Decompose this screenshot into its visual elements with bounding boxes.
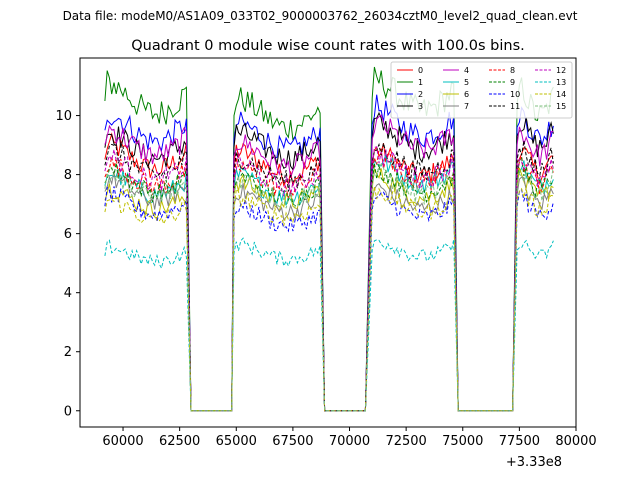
legend-label-13: 13 bbox=[556, 78, 566, 87]
x-tick-label: 77500 bbox=[499, 434, 540, 449]
y-tick-label: 6 bbox=[64, 227, 72, 242]
legend-label-2: 2 bbox=[418, 90, 423, 99]
x-tick-label: 67500 bbox=[272, 434, 313, 449]
x-tick-label: 70000 bbox=[329, 434, 370, 449]
legend-label-5: 5 bbox=[464, 78, 469, 87]
x-offset-label: +3.33e8 bbox=[506, 455, 562, 470]
y-tick-label: 4 bbox=[64, 286, 72, 301]
legend-label-4: 4 bbox=[464, 66, 469, 75]
x-tick-label: 60000 bbox=[102, 434, 143, 449]
y-tick-label: 8 bbox=[64, 168, 72, 183]
legend-box bbox=[390, 61, 573, 119]
legend-label-14: 14 bbox=[556, 90, 566, 99]
legend-label-3: 3 bbox=[418, 102, 423, 111]
legend-label-9: 9 bbox=[510, 78, 515, 87]
x-tick-label: 62500 bbox=[159, 434, 200, 449]
legend-label-15: 15 bbox=[556, 102, 566, 111]
chart-title: Quadrant 0 module wise count rates with … bbox=[131, 38, 525, 54]
legend-label-12: 12 bbox=[556, 66, 566, 75]
y-tick-label: 0 bbox=[64, 404, 72, 419]
legend-label-8: 8 bbox=[510, 66, 515, 75]
series-line-15 bbox=[104, 163, 554, 412]
legend-label-10: 10 bbox=[510, 90, 520, 99]
series-line-14 bbox=[104, 186, 554, 412]
y-tick-label: 10 bbox=[55, 109, 72, 124]
data-file-caption: Data file: modeM0/AS1A09_033T02_90000037… bbox=[63, 9, 578, 23]
x-tick-label: 65000 bbox=[216, 434, 257, 449]
legend-label-7: 7 bbox=[464, 102, 469, 111]
y-tick-label: 2 bbox=[64, 345, 72, 360]
series-layer bbox=[104, 66, 554, 412]
legend-label-6: 6 bbox=[464, 90, 469, 99]
y-axis: 0 2 4 6 8 10 bbox=[55, 109, 80, 419]
legend-label-0: 0 bbox=[418, 66, 423, 75]
x-tick-label: 80000 bbox=[555, 434, 596, 449]
legend-label-1: 1 bbox=[418, 78, 423, 87]
x-tick-label: 75000 bbox=[442, 434, 483, 449]
legend-label-11: 11 bbox=[510, 102, 520, 111]
x-axis: 60000 62500 65000 67500 70000 72500 75000 77500… bbox=[102, 427, 597, 449]
plot-frame bbox=[79, 57, 577, 428]
x-tick-label: 72500 bbox=[385, 434, 426, 449]
